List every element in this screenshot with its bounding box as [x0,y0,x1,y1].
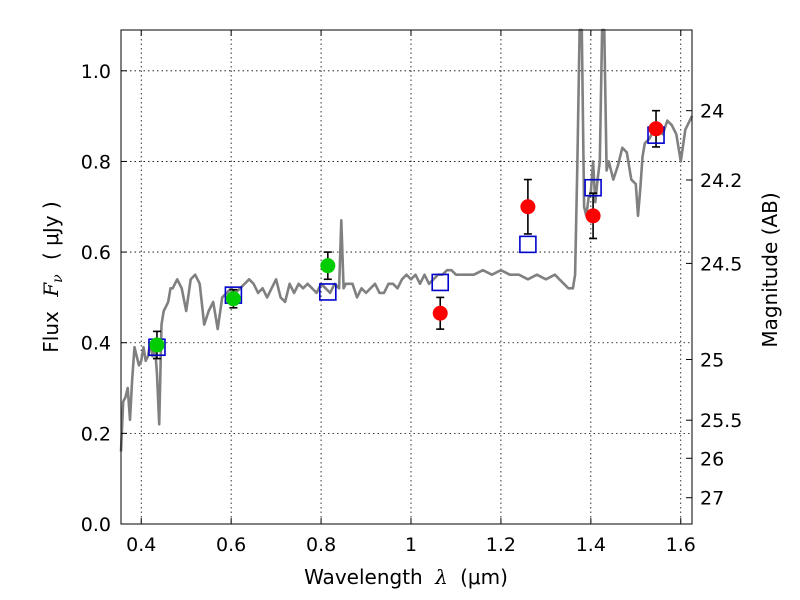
observed-point-marker [432,305,448,321]
x-tick-label: 0.8 [306,534,336,556]
x-tick-label: 1.4 [576,534,606,556]
y-axis-unit: ( μJy ) [39,201,63,260]
x-tick-label: 0.4 [126,534,156,556]
y2-tick-label: 27 [700,488,724,510]
axes-frame [120,29,693,525]
data-markers [148,109,665,360]
observed-point-marker [149,337,165,353]
y2-tick-label: 26 [700,448,724,470]
observed-point-marker [585,208,601,224]
observed-point-marker [320,258,336,274]
y-axis-math-sub: ν [50,274,66,283]
y2-tick-label: 25 [700,349,724,371]
model-square-marker [319,283,337,301]
y-tick-label: 0.4 [81,333,111,355]
y2-tick-label: 24 [700,101,724,123]
y-tick-label: 1.0 [81,61,111,83]
observed-point-marker [520,199,536,215]
y-tick-label: 0.8 [81,151,111,173]
model-square-marker [431,273,450,292]
y-tick-label: 0.6 [81,242,111,264]
y2-tick-label: 25.5 [700,410,742,432]
y2-tick-label: 24.2 [700,170,742,192]
x-axis-unit: (μm) [460,565,508,589]
y-axis-title-text: Flux [39,311,63,353]
y-tick-label: 0.0 [81,514,111,536]
axis-ticks: 0.4 0.6 0.8 1 1.2 1.4 1.6 0.0 0.2 0.4 0.6 0.8 1.0 24 2… [81,30,742,556]
y2-tick-label: 24.5 [700,253,742,275]
x-axis-title: Wavelength λ (μm) [304,565,508,589]
y-tick-label: 0.2 [81,423,111,445]
model-square-marker [519,235,537,254]
x-axis-title-text: Wavelength [304,565,423,589]
x-axis-math: λ [434,565,448,589]
observed-point-marker [225,291,241,307]
x-tick-label: 1.2 [486,534,516,556]
observed-point-marker [648,121,664,137]
x-tick-label: 1 [405,534,417,556]
model-square-marker [584,178,602,197]
plot-area [119,28,694,452]
y-axis-math: F [39,282,63,298]
y2-axis-title: Magnitude (AB) [758,192,782,347]
x-tick-label: 0.6 [216,534,246,556]
y-axis-title: Flux Fν ( μJy ) [39,201,67,352]
x-tick-label: 1.6 [666,534,696,556]
spectrum-line [119,28,694,452]
